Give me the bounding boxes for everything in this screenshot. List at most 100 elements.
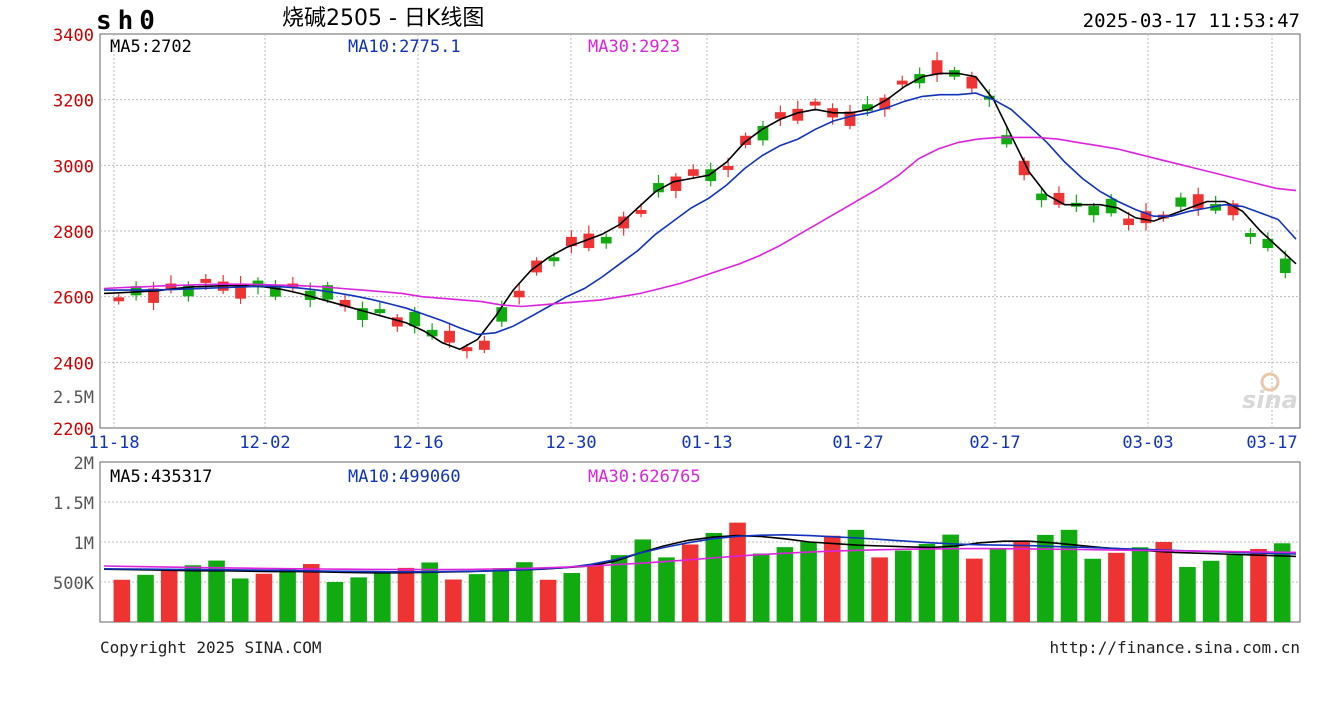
x-tick-label: 02-17 bbox=[969, 433, 1020, 453]
volume-bar bbox=[1108, 552, 1125, 622]
candle-body bbox=[653, 183, 664, 193]
candle-body bbox=[391, 317, 403, 327]
price-ma5-line bbox=[103, 72, 1297, 351]
candle-body bbox=[600, 236, 612, 244]
volume-bar bbox=[1226, 554, 1244, 622]
candle-body bbox=[1175, 197, 1187, 207]
candle-body bbox=[896, 80, 908, 85]
candle-body bbox=[1053, 192, 1065, 205]
timestamp: 2025-03-17 11:53:47 bbox=[1082, 10, 1300, 32]
volume-bar bbox=[587, 566, 604, 622]
volume-bar bbox=[1273, 543, 1291, 622]
chart-title: 烧碱2505 - 日K线图 bbox=[282, 6, 485, 31]
volume-bar bbox=[492, 568, 510, 622]
candle-body bbox=[200, 278, 212, 283]
price-ma10-label: MA10:2775.1 bbox=[348, 37, 461, 57]
volume-bar bbox=[563, 573, 581, 622]
candle-body bbox=[409, 311, 421, 327]
candle-body bbox=[496, 307, 508, 322]
price-ma10-line bbox=[104, 92, 1297, 336]
candle-body bbox=[357, 308, 368, 320]
candle-body bbox=[426, 329, 438, 337]
volume-y-tick: 1M bbox=[74, 534, 94, 554]
x-tick-label: 01-27 bbox=[832, 433, 883, 453]
price-y-tick: 2800 bbox=[53, 223, 94, 243]
volume-y-tick: 1.5M bbox=[53, 494, 94, 514]
candle-body bbox=[113, 297, 125, 302]
volume-bar bbox=[113, 579, 131, 622]
volume-bar bbox=[1179, 566, 1196, 622]
candle-body bbox=[670, 176, 682, 191]
candle-body bbox=[774, 112, 786, 119]
volume-bar bbox=[966, 558, 983, 622]
price-y-tick: 3000 bbox=[53, 157, 94, 177]
candle-body bbox=[270, 284, 281, 297]
candle-body bbox=[566, 236, 577, 247]
volume-bar bbox=[350, 577, 367, 622]
volume-bar bbox=[705, 532, 723, 622]
volume-y-tick: 2M bbox=[74, 454, 94, 474]
candle-body bbox=[618, 216, 630, 229]
volume-bar bbox=[1131, 547, 1149, 622]
price-y-tick: 2200 bbox=[53, 420, 94, 440]
volume-bar bbox=[918, 543, 936, 622]
price-y-tick: 2600 bbox=[53, 289, 94, 309]
volume-bar bbox=[823, 535, 841, 622]
candle-body bbox=[862, 104, 873, 111]
volume-bar bbox=[1084, 558, 1102, 622]
candle-body bbox=[1262, 238, 1274, 249]
volume-bar bbox=[255, 573, 273, 622]
candle-body bbox=[478, 340, 490, 350]
candle-body bbox=[879, 97, 891, 110]
volume-bar bbox=[160, 570, 178, 622]
volume-bar bbox=[421, 562, 438, 622]
volume-bar bbox=[1202, 560, 1220, 622]
volume-bar bbox=[800, 542, 817, 622]
volume-bar bbox=[847, 529, 865, 622]
candle-body bbox=[461, 347, 473, 352]
price-y-tick: 3200 bbox=[53, 92, 94, 112]
volume-bar bbox=[445, 579, 462, 622]
price-y-tick: 3400 bbox=[53, 26, 94, 46]
candle-body bbox=[1210, 204, 1222, 211]
candle-body bbox=[722, 165, 734, 170]
candle-body bbox=[687, 169, 699, 176]
volume-bar bbox=[942, 534, 959, 622]
x-tick-label: 12-30 bbox=[545, 433, 596, 453]
volume-bar bbox=[729, 522, 746, 622]
price-ma30-label: MA30:2923 bbox=[588, 37, 681, 57]
candle-body bbox=[1192, 194, 1204, 209]
x-tick-label: 11-18 bbox=[88, 433, 139, 453]
candle-body bbox=[1123, 218, 1134, 226]
volume-ma30-line bbox=[103, 547, 1297, 571]
candle-body bbox=[304, 290, 316, 300]
candle-body bbox=[513, 290, 525, 298]
volume-bar bbox=[184, 565, 202, 622]
candle-body bbox=[165, 283, 177, 291]
volume-ma10-label: MA10:499060 bbox=[348, 467, 461, 487]
volume-bar bbox=[1037, 534, 1054, 622]
candle-body bbox=[1088, 206, 1100, 216]
volume-bar bbox=[752, 553, 770, 622]
candle-body bbox=[548, 257, 560, 262]
volume-ma5-label: MA5:435317 bbox=[110, 467, 213, 487]
candle-body bbox=[792, 108, 804, 121]
volume-bar bbox=[231, 578, 249, 622]
candle-body bbox=[1140, 211, 1152, 224]
candle-body bbox=[635, 209, 647, 214]
volume-bar bbox=[137, 574, 154, 622]
volume-bar bbox=[279, 569, 296, 622]
volume-bar bbox=[468, 574, 486, 622]
candle-body bbox=[809, 101, 821, 106]
candle-body bbox=[235, 284, 246, 299]
volume-bar bbox=[681, 544, 699, 622]
candle-body bbox=[1245, 232, 1256, 237]
x-tick-label: 03-17 bbox=[1246, 433, 1297, 453]
candle-body bbox=[1001, 135, 1013, 145]
volume-bar bbox=[610, 555, 628, 622]
candle-body bbox=[757, 125, 769, 141]
volume-bar bbox=[302, 564, 320, 622]
volume-bar bbox=[208, 560, 225, 622]
candle-body bbox=[148, 288, 159, 303]
